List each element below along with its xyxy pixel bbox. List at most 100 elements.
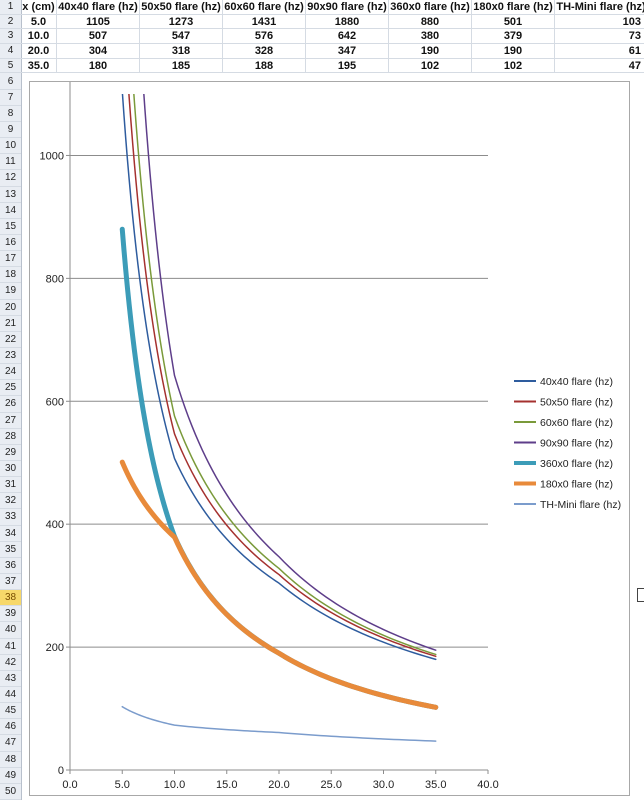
table-cell[interactable]: 318 — [140, 44, 223, 59]
row-number[interactable]: 22 — [0, 332, 21, 348]
x-tick-label: 10.0 — [164, 779, 185, 791]
row-number[interactable]: 40 — [0, 622, 21, 639]
row-number[interactable]: 20 — [0, 300, 21, 316]
table-cell[interactable]: 190 — [389, 44, 472, 59]
row-number[interactable]: 6 — [0, 74, 21, 90]
row-number[interactable]: 24 — [0, 364, 21, 381]
row-number[interactable]: 39 — [0, 606, 21, 623]
row-number[interactable]: 49 — [0, 768, 21, 784]
table-cell[interactable]: 501 — [472, 14, 555, 30]
table-cell[interactable]: 188 — [223, 58, 306, 74]
row-number[interactable]: 27 — [0, 413, 21, 429]
table-cell[interactable]: 185 — [140, 58, 223, 74]
row-number[interactable]: 46 — [0, 719, 21, 736]
resize-handle[interactable] — [637, 588, 644, 602]
table-cell[interactable]: 328 — [223, 44, 306, 59]
table-cell[interactable]: 195 — [306, 58, 389, 74]
table-cell[interactable]: 190 — [472, 44, 555, 59]
table-cell[interactable]: 576 — [223, 29, 306, 45]
row-number[interactable]: 21 — [0, 316, 21, 332]
table-cell[interactable]: 547 — [140, 29, 223, 45]
row-number[interactable]: 1 — [0, 0, 21, 15]
table-cell[interactable]: 1431 — [223, 14, 306, 30]
row-number[interactable]: 32 — [0, 493, 21, 510]
table-cell[interactable]: 347 — [306, 44, 389, 59]
header-cell[interactable]: 180x0 flare (hz) — [472, 0, 555, 15]
table-cell[interactable]: 47 — [555, 59, 644, 74]
table-cell[interactable]: 102 — [472, 58, 555, 74]
row-number[interactable]: 43 — [0, 671, 21, 687]
row-number[interactable]: 12 — [0, 170, 21, 187]
series-line-6 — [119, 459, 439, 710]
x-tick-label: 25.0 — [321, 779, 342, 791]
y-tick-label: 1000 — [40, 150, 64, 162]
row-number[interactable]: 19 — [0, 283, 21, 300]
table-cell[interactable]: 35.0 — [21, 58, 57, 74]
row-number[interactable]: 18 — [0, 267, 21, 284]
chart-area[interactable]: 0 200 400 600 800 1000 0.0 5.0 10.0 15.0 20.0 25.0 3… — [29, 81, 630, 796]
table-cell[interactable]: 20.0 — [21, 44, 57, 59]
row-number[interactable]: 8 — [0, 106, 21, 122]
row-number[interactable]: 34 — [0, 526, 21, 542]
header-cell[interactable]: TH-Mini flare (hz) — [555, 0, 644, 15]
row-number[interactable]: 3 — [0, 29, 21, 45]
table-cell[interactable]: 880 — [389, 14, 472, 30]
table-cell[interactable]: 102 — [389, 58, 472, 74]
row-number[interactable]: 17 — [0, 251, 21, 268]
series-line-2 — [128, 94, 437, 658]
row-number[interactable]: 50 — [0, 784, 21, 800]
row-number[interactable]: 31 — [0, 477, 21, 494]
header-cell[interactable]: x (cm) — [21, 0, 57, 15]
table-cell[interactable]: 103 — [555, 15, 644, 30]
row-number[interactable]: 23 — [0, 348, 21, 365]
table-cell[interactable]: 1105 — [57, 14, 140, 30]
header-cell[interactable]: 60x60 flare (hz) — [223, 0, 306, 15]
row-number[interactable]: 35 — [0, 542, 21, 558]
table-cell[interactable]: 1880 — [306, 14, 389, 30]
row-number[interactable]: 16 — [0, 235, 21, 252]
row-number[interactable]: 38 — [0, 590, 21, 607]
header-cell[interactable]: 90x90 flare (hz) — [306, 0, 389, 15]
header-cell[interactable]: 50x50 flare (hz) — [140, 0, 223, 15]
table-cell[interactable]: 10.0 — [21, 29, 57, 45]
row-number[interactable]: 4 — [0, 44, 21, 59]
y-tick-label: 0 — [58, 765, 64, 777]
row-number[interactable]: 2 — [0, 15, 21, 30]
table-cell[interactable]: 61 — [555, 44, 644, 59]
row-number[interactable]: 11 — [0, 154, 21, 171]
row-number[interactable]: 10 — [0, 138, 21, 155]
row-number[interactable]: 25 — [0, 380, 21, 397]
row-number[interactable]: 45 — [0, 703, 21, 720]
table-cell[interactable]: 380 — [389, 29, 472, 45]
row-number[interactable]: 14 — [0, 203, 21, 219]
row-number[interactable]: 37 — [0, 574, 21, 591]
row-number[interactable]: 42 — [0, 655, 21, 671]
row-number[interactable]: 47 — [0, 735, 21, 752]
row-number[interactable]: 29 — [0, 445, 21, 461]
row-number[interactable]: 36 — [0, 558, 21, 574]
row-number[interactable]: 30 — [0, 461, 21, 478]
row-number[interactable]: 41 — [0, 639, 21, 655]
table-cell[interactable]: 507 — [57, 29, 140, 45]
row-number[interactable]: 33 — [0, 509, 21, 526]
line-chart: 0 200 400 600 800 1000 0.0 5.0 10.0 15.0 20.0 25.0 3… — [40, 82, 621, 791]
row-number[interactable]: 48 — [0, 752, 21, 768]
header-cell[interactable]: 360x0 flare (hz) — [389, 0, 472, 15]
table-cell[interactable]: 1273 — [140, 14, 223, 30]
table-cell[interactable]: 642 — [306, 29, 389, 45]
table-cell[interactable]: 379 — [472, 29, 555, 45]
header-cell[interactable]: 40x40 flare (hz) — [57, 0, 140, 15]
row-number[interactable]: 9 — [0, 122, 21, 139]
row-number[interactable]: 28 — [0, 429, 21, 445]
table-cell[interactable]: 304 — [57, 44, 140, 59]
row-number[interactable]: 44 — [0, 687, 21, 704]
row-number[interactable]: 26 — [0, 396, 21, 413]
row-number[interactable]: 7 — [0, 90, 21, 106]
row-number[interactable]: 13 — [0, 187, 21, 203]
table-cell[interactable]: 73 — [555, 29, 644, 45]
table-cell[interactable]: 5.0 — [21, 14, 57, 30]
series-line-7 — [121, 705, 437, 742]
row-number[interactable]: 5 — [0, 59, 21, 74]
table-cell[interactable]: 180 — [57, 58, 140, 74]
row-number[interactable]: 15 — [0, 219, 21, 235]
